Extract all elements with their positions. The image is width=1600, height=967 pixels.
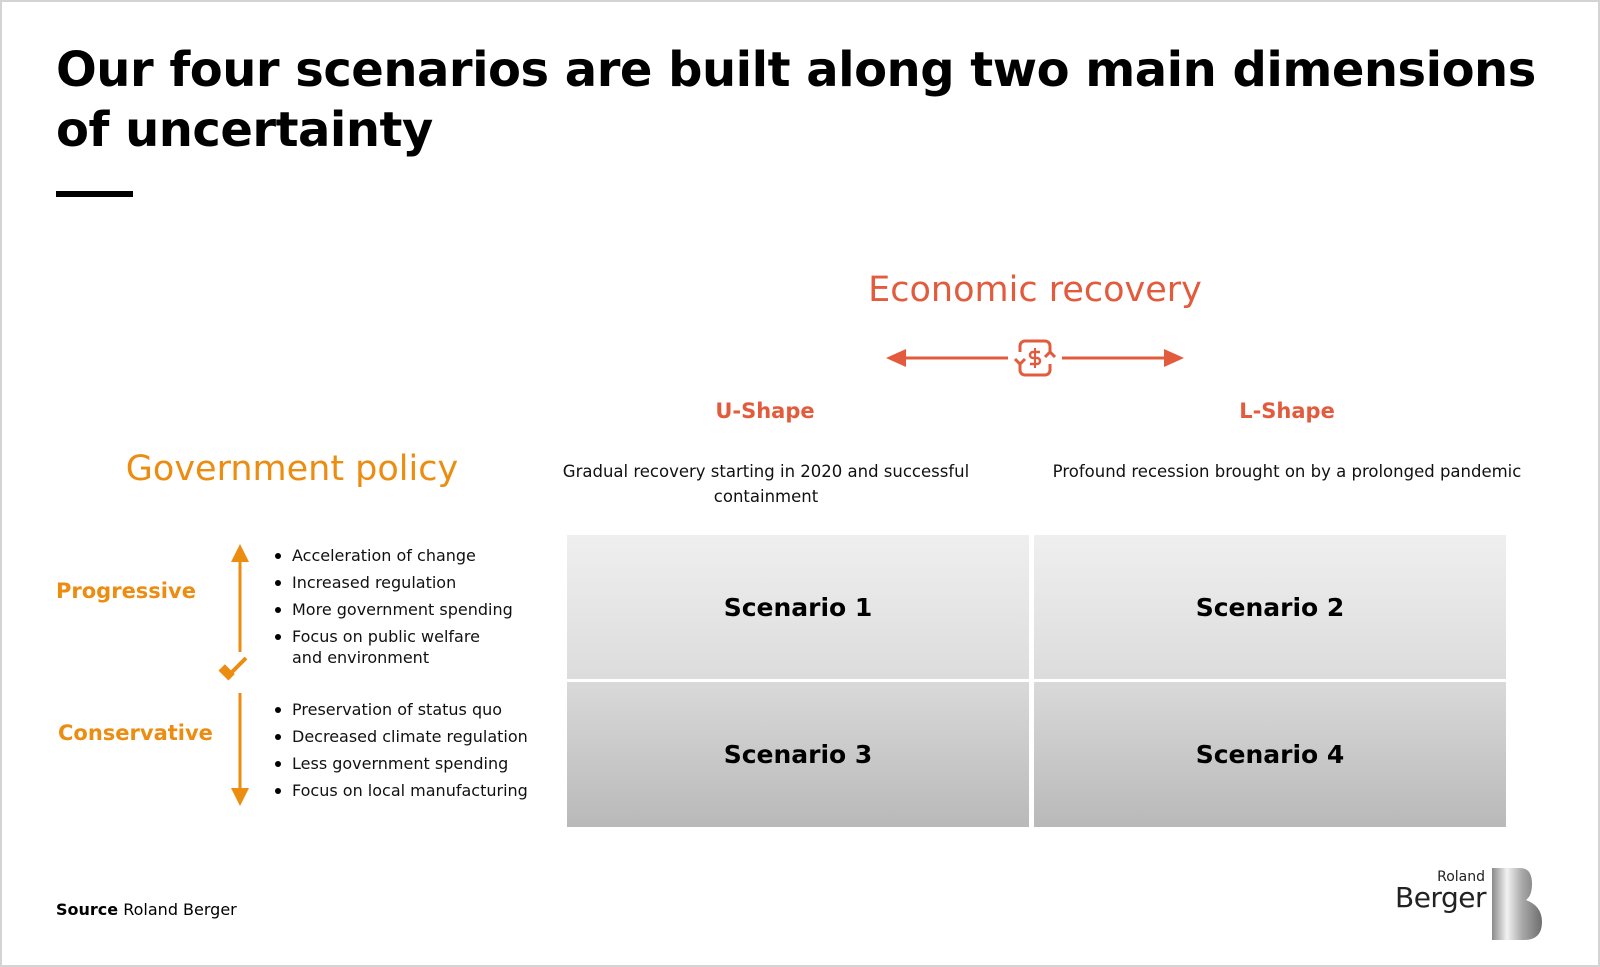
- horizontal-double-arrow: [886, 339, 1184, 377]
- roland-berger-logo: Roland Berger: [1395, 869, 1486, 914]
- list-item: Focus on public welfare and environment: [272, 626, 512, 668]
- u-shape-label: U-Shape: [715, 399, 815, 423]
- source-value: Roland Berger: [123, 900, 237, 919]
- list-item: Decreased climate regulation: [272, 726, 528, 747]
- gavel-icon: [218, 656, 248, 681]
- list-item: Preservation of status quo: [272, 699, 528, 720]
- progressive-bullet-list: Acceleration of change Increased regulat…: [272, 545, 513, 674]
- l-shape-label: L-Shape: [1239, 399, 1335, 423]
- scenario-1-cell: Scenario 1: [567, 535, 1029, 679]
- page-title: Our four scenarios are built along two m…: [56, 42, 1536, 158]
- logo-b-mark: [1492, 868, 1542, 940]
- logo-text-roland: Roland: [1437, 869, 1485, 885]
- government-policy-label: Government policy: [125, 449, 459, 489]
- progressive-label: Progressive: [56, 579, 196, 603]
- scenario-matrix: Scenario 1 Scenario 2 Scenario 3 Scenari…: [567, 535, 1506, 827]
- l-shape-description: Profound recession brought on by a prolo…: [1052, 462, 1522, 481]
- scenario-2-cell: Scenario 2: [1034, 535, 1506, 679]
- list-item: More government spending: [272, 599, 513, 620]
- list-item: Less government spending: [272, 753, 528, 774]
- vertical-double-arrow: [218, 544, 249, 806]
- scenario-4-cell: Scenario 4: [1034, 682, 1506, 827]
- list-item: Focus on local manufacturing: [272, 780, 528, 801]
- list-item: Increased regulation: [272, 572, 513, 593]
- dollar-exchange-icon: [1013, 339, 1057, 377]
- list-item: Acceleration of change: [272, 545, 513, 566]
- logo-text-berger: Berger: [1395, 881, 1486, 914]
- source-note: Source Roland Berger: [56, 900, 237, 919]
- scenario-3-cell: Scenario 3: [567, 682, 1029, 827]
- source-label: Source: [56, 900, 119, 919]
- title-underline: [56, 191, 133, 197]
- economic-recovery-label: Economic recovery: [868, 270, 1202, 310]
- conservative-bullet-list: Preservation of status quo Decreased cli…: [272, 699, 528, 807]
- conservative-label: Conservative: [58, 721, 213, 745]
- u-shape-description: Gradual recovery starting in 2020 and su…: [562, 462, 970, 506]
